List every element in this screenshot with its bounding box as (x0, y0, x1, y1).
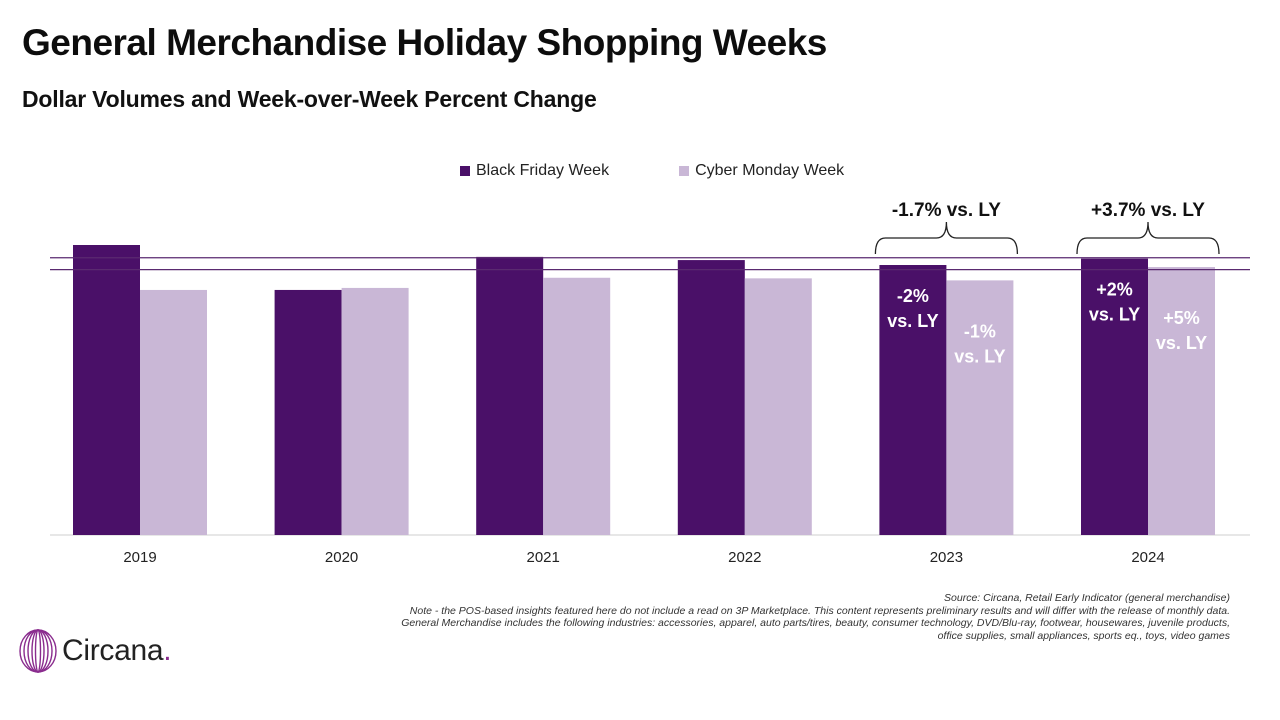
group-annotation-2023: -1.7% vs. LY (892, 200, 1001, 221)
chart-title: General Merchandise Holiday Shopping Wee… (22, 22, 827, 63)
chart-subtitle: Dollar Volumes and Week-over-Week Percen… (22, 86, 597, 112)
data-label-2024-black-friday: +2% vs. LY (1089, 280, 1140, 325)
source-note: Source: Circana, Retail Early Indicator … (944, 592, 1230, 604)
circana-logo: Circana. (18, 628, 172, 674)
legend-item-cyber-monday: Cyber Monday Week (679, 162, 844, 180)
group-annotation-2024: +3.7% vs. LY (1091, 200, 1205, 221)
x-tick-label-2023: 2023 (930, 549, 963, 566)
x-tick-label-2019: 2019 (123, 549, 156, 566)
x-tick-label-2021: 2021 (527, 549, 560, 566)
circana-logo-icon (19, 629, 57, 673)
brace-2024 (1076, 221, 1220, 255)
x-tick-label-2020: 2020 (325, 549, 358, 566)
circana-wordmark: Circana. (62, 634, 172, 667)
bar-2019-cyber-monday (140, 289, 207, 535)
legend-swatch-black-friday (460, 166, 470, 176)
bar-2020-black-friday (274, 289, 342, 535)
brace-2023 (874, 221, 1019, 255)
bar-2022-black-friday (677, 260, 745, 535)
legend: Black Friday Week Cyber Monday Week (460, 162, 914, 180)
bar-2024-black-friday (1081, 258, 1148, 535)
bar-2023-black-friday (879, 265, 947, 535)
data-label-2023-black-friday: -2% vs. LY (887, 286, 938, 331)
x-tick-label-2022: 2022 (728, 549, 761, 566)
bar-2021-black-friday (476, 256, 544, 535)
bar-2022-cyber-monday (744, 278, 812, 535)
legend-item-black-friday: Black Friday Week (460, 162, 609, 180)
data-label-2024-cyber-monday: +5% vs. LY (1156, 308, 1207, 353)
bar-2021-cyber-monday (543, 277, 611, 535)
bar-2023-cyber-monday (946, 280, 1014, 535)
bar-2020-cyber-monday (341, 287, 409, 535)
pos-note: Note - the POS-based insights featured h… (409, 604, 1230, 617)
legend-swatch-cyber-monday (679, 166, 690, 176)
footnotes: Source: Circana, Retail Early Indicator … (330, 592, 1230, 642)
legend-label-cyber-monday: Cyber Monday Week (695, 162, 845, 179)
data-label-2023-cyber-monday: -1% vs. LY (954, 321, 1005, 366)
x-tick-label-2024: 2024 (1131, 549, 1164, 566)
bar-2019-black-friday (73, 245, 140, 535)
industries-note-cont: office supplies, small appliances, sport… (937, 629, 1230, 642)
industries-note: General Merchandise includes the followi… (401, 617, 1230, 629)
bar-2024-cyber-monday (1148, 267, 1215, 535)
legend-label-black-friday: Black Friday Week (476, 162, 610, 179)
